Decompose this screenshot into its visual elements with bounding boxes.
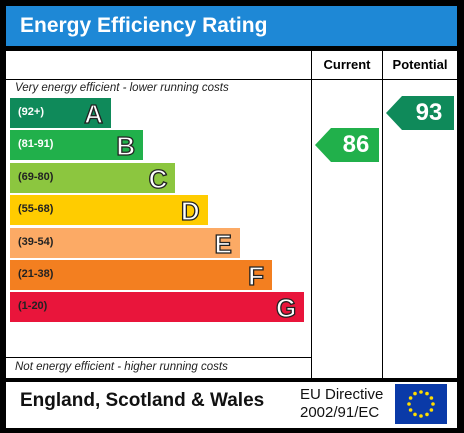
eu-flag-icon: [395, 384, 447, 424]
chart-title: Energy Efficiency Rating: [20, 14, 268, 37]
band-range-label: (55-68): [18, 203, 54, 216]
band-range-label: (39-54): [18, 235, 54, 248]
column-divider-potential: [382, 51, 383, 378]
band-letter: D: [180, 196, 200, 227]
band-letter: F: [247, 260, 264, 291]
band-c: (69-80) C: [10, 162, 176, 194]
top-note: Very energy efficient - lower running co…: [15, 82, 229, 94]
band-f: (21-38) F: [10, 260, 272, 292]
band-letter: B: [116, 131, 136, 162]
current-column-header: Current: [323, 57, 371, 72]
band-letter: E: [214, 228, 233, 259]
band-e: (39-54) E: [10, 227, 240, 259]
band-range-label: (69-80): [18, 170, 54, 183]
footer-region: England, Scotland & Wales: [20, 390, 265, 411]
band-d: (55-68) D: [10, 195, 208, 227]
current-rating-value: 86: [342, 131, 370, 159]
header-divider: [6, 79, 457, 80]
bottom-note: Not energy efficient - higher running co…: [15, 361, 228, 373]
column-divider-current: [311, 51, 312, 378]
band-g: (1-20) G: [10, 292, 305, 324]
eu-directive-label: EU Directive: [300, 386, 384, 403]
band-letter: C: [148, 163, 168, 194]
potential-rating-value: 93: [415, 99, 443, 126]
potential-column-header: Potential: [392, 57, 448, 72]
footer: England, Scotland & Wales EU Directive 2…: [6, 382, 457, 428]
band-letter: G: [275, 293, 297, 324]
eu-directive-number: 2002/91/EC: [300, 404, 380, 421]
rating-panel: Current Potential Very energy efficient …: [6, 51, 457, 378]
band-range-label: (1-20): [18, 300, 48, 313]
potential-rating-marker: 93: [386, 96, 454, 130]
band-b: (81-91) B: [10, 130, 144, 162]
band-range-label: (81-91): [18, 138, 54, 151]
band-a: (92+) A: [10, 98, 111, 130]
band-letter: A: [84, 98, 104, 129]
band-range-label: (92+): [18, 106, 44, 118]
band-range-label: (21-38): [18, 268, 54, 280]
title-bar: Energy Efficiency Rating: [6, 6, 457, 46]
current-rating-marker: 86: [315, 128, 379, 163]
bottom-divider: [6, 357, 312, 358]
